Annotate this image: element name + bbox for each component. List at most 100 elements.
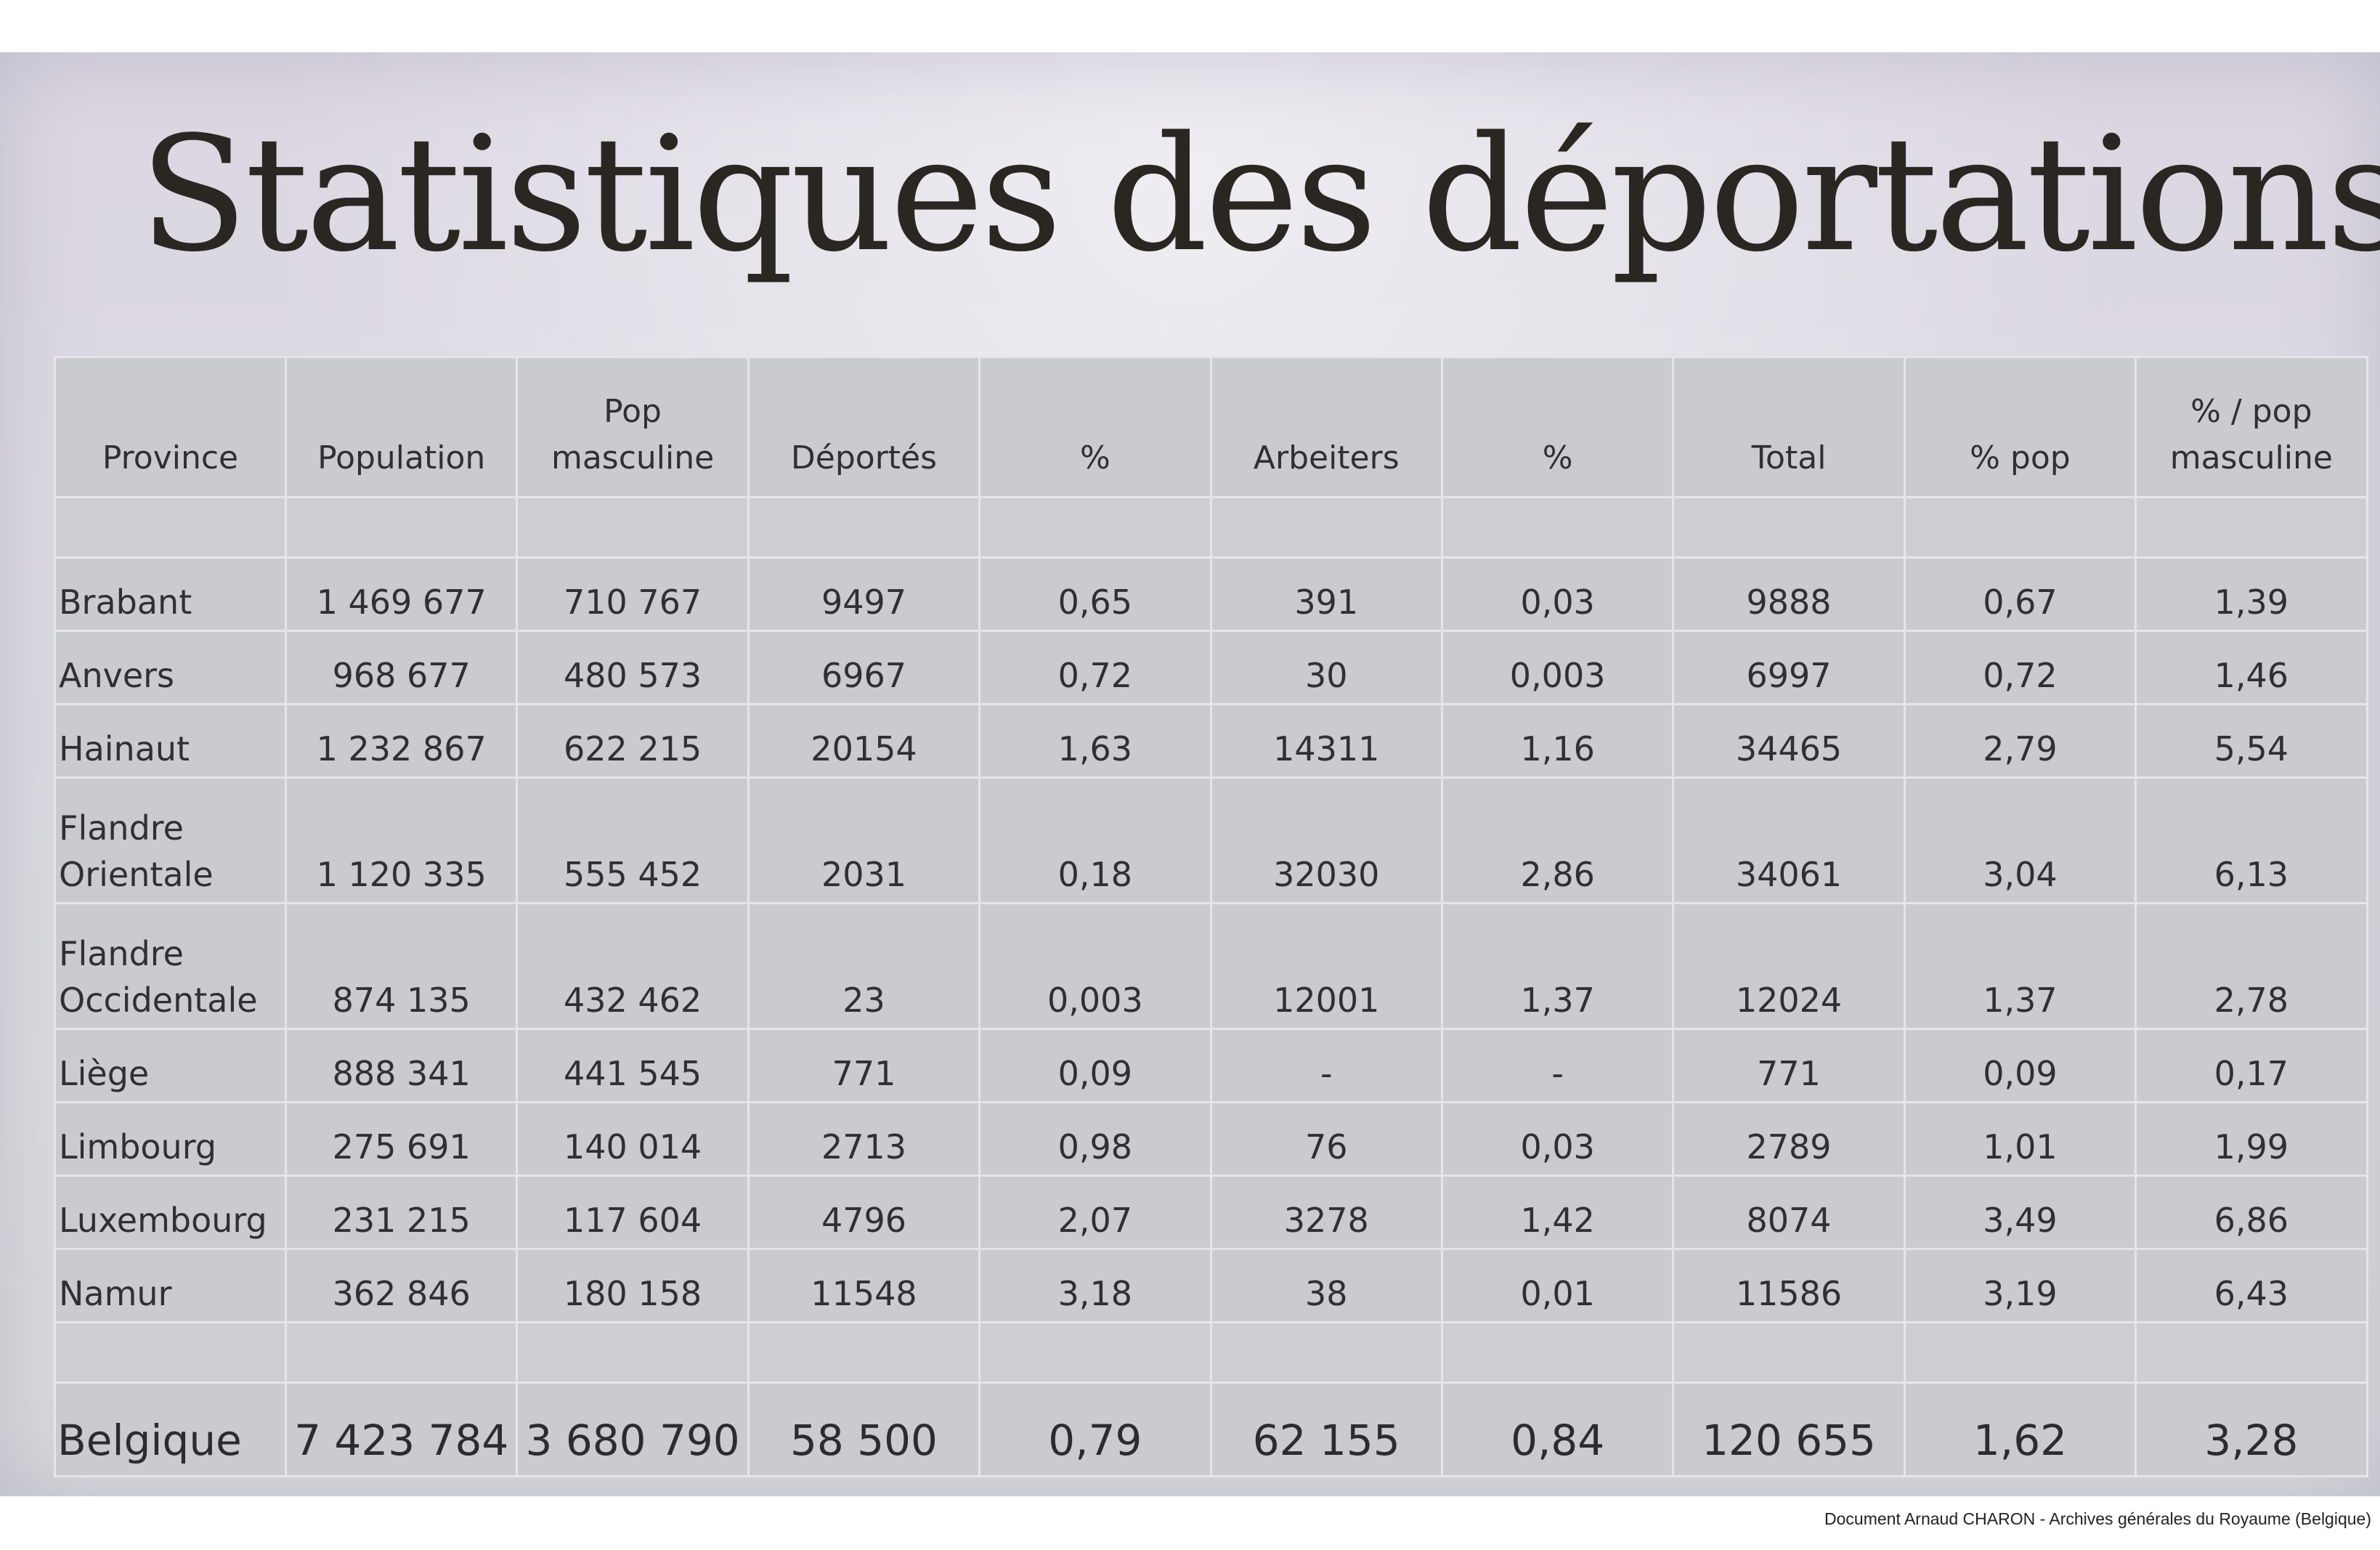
table-cell: 38 — [1209, 1248, 1443, 1323]
spacer-cell — [978, 496, 1212, 559]
table-cell: 140 014 — [516, 1101, 750, 1177]
table-cell: 622 215 — [516, 703, 750, 779]
province-cell: Hainaut — [54, 703, 287, 779]
spacer-cell — [516, 496, 750, 559]
statistics-table-container: Province Population Pop masculine Déportés% A… — [54, 356, 2368, 1495]
column-header: Déportés — [747, 356, 981, 498]
total-cell: 3,28 — [2135, 1381, 2368, 1477]
table-row: Namur 362 846 180 158 11548 3,18 38 0,01 11586 3… — [54, 1248, 2368, 1323]
table-cell: 14311 — [1209, 703, 1443, 779]
table-cell: 3,49 — [1903, 1174, 2137, 1250]
total-cell: 1,62 — [1903, 1381, 2137, 1477]
province-cell: Liège — [54, 1028, 287, 1103]
table-cell: 1,37 — [1903, 902, 2137, 1030]
table-cell: 76 — [1209, 1101, 1443, 1177]
table-cell: 0,03 — [1440, 1101, 1675, 1177]
column-header: % pop — [1903, 356, 2137, 498]
province-cell: Flandre Occidentale — [54, 902, 287, 1030]
table-cell: 2,79 — [1903, 703, 2137, 779]
province-cell: Flandre Orientale — [54, 776, 287, 904]
total-cell: 62 155 — [1209, 1381, 1443, 1477]
total-cell: 0,79 — [978, 1381, 1212, 1477]
table-cell: 1 232 867 — [284, 703, 519, 779]
table-cell: 4796 — [747, 1174, 981, 1250]
table-cell: 1,99 — [2135, 1101, 2368, 1177]
spacer-cell — [978, 1321, 1212, 1384]
table-cell: 1,42 — [1440, 1174, 1675, 1250]
province-name: Occidentale — [59, 981, 258, 1020]
spacer-cell — [2135, 1321, 2368, 1384]
table-cell: 391 — [1209, 556, 1443, 632]
table-cell: 0,98 — [978, 1101, 1212, 1177]
table-cell: 8074 — [1672, 1174, 1906, 1250]
province-name: Namur — [59, 1274, 172, 1313]
column-header-line2: % pop — [1970, 439, 2071, 476]
column-header-line2: Total — [1751, 439, 1827, 476]
province-name-line1: Flandre — [59, 934, 184, 973]
column-header-line1: % / pop — [2190, 393, 2312, 430]
province-cell: Luxembourg — [54, 1174, 287, 1250]
table-cell: 771 — [747, 1028, 981, 1103]
table-cell: 0,01 — [1440, 1248, 1675, 1323]
column-header-line2: % — [1079, 439, 1110, 476]
total-label-cell: Belgique — [54, 1381, 287, 1477]
spacer-cell — [516, 1321, 750, 1384]
table-row: Brabant 1 469 677 710 767 9497 0,65 391 0,03 98… — [54, 556, 2368, 632]
table-cell: 12024 — [1672, 902, 1906, 1030]
table-cell: 5,54 — [2135, 703, 2368, 779]
table-cell: 1,39 — [2135, 556, 2368, 632]
table-cell: 20154 — [747, 703, 981, 779]
column-header-line2: masculine — [2169, 439, 2333, 476]
table-cell: - — [1209, 1028, 1443, 1103]
table-cell: 32030 — [1209, 776, 1443, 904]
table-cell: 0,003 — [1440, 630, 1675, 705]
table-cell: 275 691 — [284, 1101, 519, 1177]
table-cell: 0,09 — [978, 1028, 1212, 1103]
table-cell: - — [1440, 1028, 1675, 1103]
table-cell: 30 — [1209, 630, 1443, 705]
table-cell: 1 120 335 — [284, 776, 519, 904]
table-cell: 555 452 — [516, 776, 750, 904]
table-cell: 3,19 — [1903, 1248, 2137, 1323]
table-cell: 6,86 — [2135, 1174, 2368, 1250]
table-cell: 3278 — [1209, 1174, 1443, 1250]
province-cell: Limbourg — [54, 1101, 287, 1177]
table-cell: 1,01 — [1903, 1101, 2137, 1177]
table-cell: 117 604 — [516, 1174, 750, 1250]
province-name: Liège — [59, 1054, 150, 1093]
province-name: Orientale — [59, 855, 214, 894]
table-cell: 6967 — [747, 630, 981, 705]
table-cell: 34465 — [1672, 703, 1906, 779]
column-header-line2: masculine — [551, 439, 715, 476]
table-cell: 12001 — [1209, 902, 1443, 1030]
table-cell: 771 — [1672, 1028, 1906, 1103]
spacer-cell — [54, 1321, 287, 1384]
spacer-cell — [1209, 1321, 1443, 1384]
total-cell: 7 423 784 — [284, 1381, 519, 1477]
total-cell: 58 500 — [747, 1381, 981, 1477]
slide-photo: Statistiques des déportations Province Po… — [0, 52, 2380, 1496]
slide-title: Statistiques des déportations — [139, 103, 2380, 287]
column-header-line2: Déportés — [790, 439, 938, 476]
spacer-row — [54, 1321, 2368, 1384]
province-name-line1: Flandre — [59, 808, 184, 848]
spacer-cell — [2135, 496, 2368, 559]
column-header: Arbeiters — [1209, 356, 1443, 498]
table-row: Flandre Occidentale 874 135 432 462 23 0,003 1… — [54, 902, 2368, 1030]
table-cell: 34061 — [1672, 776, 1906, 904]
table-cell: 888 341 — [284, 1028, 519, 1103]
spacer-cell — [284, 1321, 519, 1384]
table-cell: 23 — [747, 902, 981, 1030]
total-cell: 120 655 — [1672, 1381, 1906, 1477]
spacer-cell — [747, 1321, 981, 1384]
column-header-line2: Province — [102, 439, 239, 476]
column-header: Province — [54, 356, 287, 498]
province-cell: Anvers — [54, 630, 287, 705]
table-cell: 6997 — [1672, 630, 1906, 705]
table-cell: 0,72 — [1903, 630, 2137, 705]
table-cell: 6,43 — [2135, 1248, 2368, 1323]
province-name: Hainaut — [59, 729, 190, 768]
column-header: % — [978, 356, 1212, 498]
table-cell: 2,07 — [978, 1174, 1212, 1250]
table-cell: 1,16 — [1440, 703, 1675, 779]
